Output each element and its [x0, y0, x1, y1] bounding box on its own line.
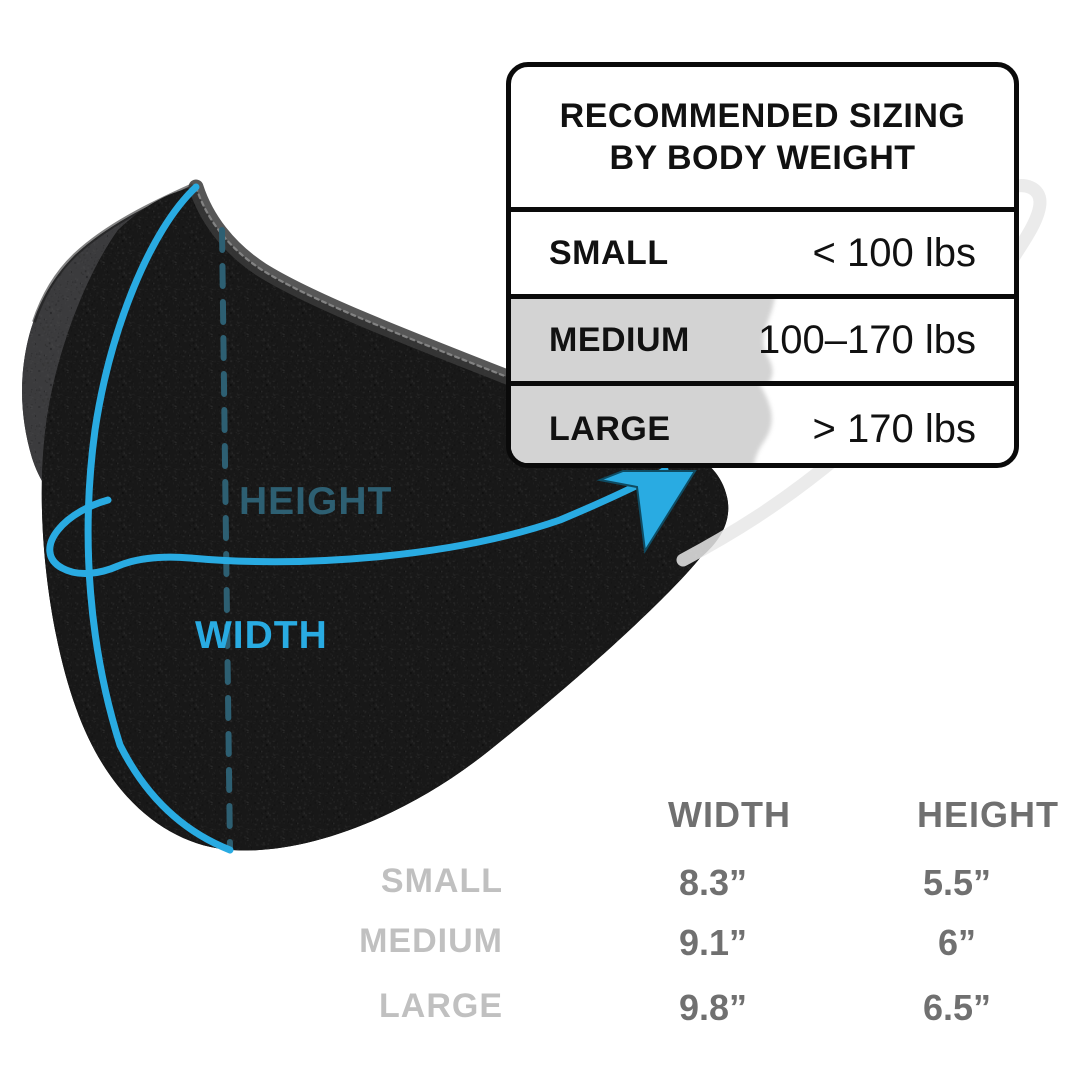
svg-text:WIDTH: WIDTH: [195, 614, 328, 657]
svg-text:HEIGHT: HEIGHT: [239, 480, 392, 523]
